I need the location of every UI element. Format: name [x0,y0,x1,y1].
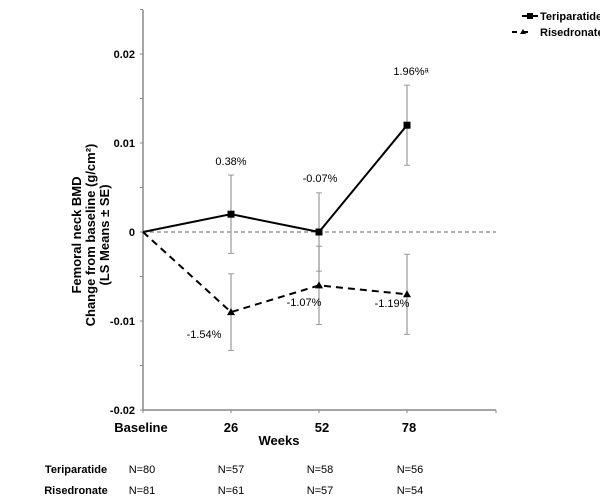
n-table-cell: N=54 [397,485,424,497]
n-table-row: Teriparatide N=80 N=57 N=58 N=56 [45,464,423,476]
series-teriparatide: 0.38% -0.07% 1.96%ᵃ [142,66,430,272]
series-line-risedronate [142,231,408,314]
x-ticks: Baseline 26 52 78 [114,410,497,435]
legend-item-teriparatide: Teriparatide [522,11,600,23]
n-table-row-label: Teriparatide [45,464,107,476]
y-axis-title: Femoral neck BMD Change from baseline (g… [69,144,112,327]
data-label: 1.96%ᵃ [393,66,429,78]
n-table: Teriparatide N=80 N=57 N=58 N=56 Risedronate N… [44,464,423,497]
series-layer: 0.38% -0.07% 1.96%ᵃ -1.54% -1.07% -1.19% [142,66,430,351]
n-table-cell: N=61 [218,485,245,497]
n-table-cell: N=56 [397,464,424,476]
data-point-triangle [315,281,323,289]
y-axis-title-line-1: Femoral neck BMD [69,176,84,293]
x-tick-label: 52 [315,420,329,435]
series-line-teriparatide [142,124,408,234]
data-point-square [315,228,323,236]
n-table-cell: N=81 [129,485,156,497]
y-tick-label: 0.01 [114,138,135,150]
series-risedronate: -1.54% -1.07% -1.19% [142,231,411,351]
legend-label-risedronate: Risedronate [540,27,600,39]
y-tick-label: 0.02 [114,49,135,61]
data-point-square [403,121,411,129]
data-point-triangle [403,290,411,298]
y-axis-title-line-3: (LS Means ± SE) [97,184,112,285]
y-ticks: -0.02 -0.01 0 0.01 0.02 [110,9,143,417]
legend: Teriparatide Risedronate [512,11,600,39]
x-tick-label: 78 [402,420,416,435]
data-point-triangle [227,308,235,316]
x-tick-label: Baseline [114,420,167,435]
n-table-cell: N=57 [307,485,334,497]
legend-square-marker-icon [527,13,533,19]
x-axis-title: Weeks [259,433,300,448]
y-tick-label: -0.02 [110,405,135,417]
data-label: -0.07% [303,173,338,185]
n-table-row: Risedronate N=81 N=61 N=57 N=54 [44,485,423,497]
x-tick-label: 26 [224,420,238,435]
y-tick-label: 0 [129,227,135,239]
n-table-cell: N=58 [307,464,334,476]
legend-item-risedronate: Risedronate [512,27,600,39]
data-label: -1.54% [187,329,222,341]
y-tick-label: -0.01 [110,316,135,328]
legend-label-teriparatide: Teriparatide [540,11,600,23]
data-point-square [227,210,235,218]
data-label: -1.19% [375,298,410,310]
n-table-row-label: Risedronate [44,485,108,497]
data-label: 0.38% [215,156,246,168]
data-label: -1.07% [287,297,322,309]
n-table-cell: N=80 [129,464,156,476]
y-axis-title-line-2: Change from baseline (g/cm²) [83,144,98,327]
n-table-cell: N=57 [218,464,245,476]
